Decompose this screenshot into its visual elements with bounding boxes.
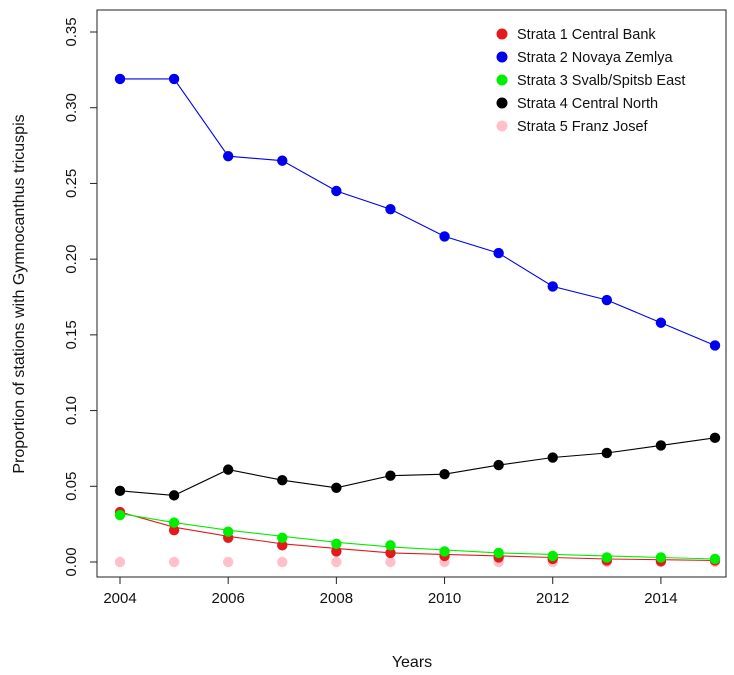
legend-label-4: Strata 4 Central North xyxy=(517,96,658,112)
data-point-series-3 xyxy=(331,538,342,550)
data-point-series-5 xyxy=(114,556,126,568)
data-point-series-2 xyxy=(222,150,234,162)
legend-label-5: Strata 5 Franz Josef xyxy=(517,119,649,135)
data-point-series-2 xyxy=(547,281,558,292)
data-point-series-3 xyxy=(439,546,450,557)
data-point-series-1 xyxy=(168,525,180,536)
data-point-series-4 xyxy=(709,432,721,444)
legend-marker-2 xyxy=(496,51,508,63)
x-tick-label: 2012 xyxy=(536,590,569,607)
data-point-series-1 xyxy=(277,540,288,551)
legend-label-1: Strata 1 Central Bank xyxy=(517,27,656,43)
data-point-series-2 xyxy=(277,155,288,166)
series-line-2 xyxy=(120,78,716,347)
legend-label-2: Strata 2 Novaya Zemlya xyxy=(517,50,673,66)
data-point-series-2 xyxy=(601,294,613,306)
legend-label-3: Strata 3 Svalb/Spitsb East xyxy=(517,73,685,89)
series-lines xyxy=(119,78,716,562)
data-point-series-2 xyxy=(168,73,180,85)
data-point-series-2 xyxy=(331,185,342,197)
legend: Strata 1 Central Bank Strata 2 Novaya Zem… xyxy=(496,27,685,135)
data-point-series-4 xyxy=(277,475,288,486)
data-point-series-4 xyxy=(168,490,180,501)
data-point-series-4 xyxy=(385,470,396,481)
data-point-series-2 xyxy=(114,73,126,85)
data-point-series-5 xyxy=(277,556,288,568)
data-point-series-3 xyxy=(493,547,504,559)
data-point-series-2 xyxy=(385,203,396,215)
y-tick-label: 0.20 xyxy=(63,245,80,274)
data-point-series-5 xyxy=(331,556,342,568)
y-axis-title: Proportion of stations with Gymnocanthus… xyxy=(11,114,28,473)
data-point-series-2 xyxy=(439,231,450,242)
x-tick-label: 2010 xyxy=(428,590,461,607)
data-point-series-4 xyxy=(331,482,342,493)
x-axis: 2004 2006 2008 2010 2012 2014 xyxy=(103,576,678,607)
y-tick-label: 0.00 xyxy=(63,547,80,576)
y-tick-label: 0.05 xyxy=(63,472,80,501)
y-tick-label: 0.35 xyxy=(63,17,80,46)
plot-area xyxy=(114,73,721,568)
data-point-series-4 xyxy=(439,468,450,480)
data-point-series-5 xyxy=(385,556,396,568)
data-point-series-4 xyxy=(655,440,667,451)
data-point-series-4 xyxy=(547,452,558,463)
legend-marker-1 xyxy=(496,28,508,40)
y-tick-label: 0.30 xyxy=(63,93,80,122)
legend-marker-4 xyxy=(496,97,508,109)
data-point-series-3 xyxy=(385,540,396,551)
data-point-series-4 xyxy=(493,459,504,471)
data-point-series-4 xyxy=(114,485,126,497)
data-point-series-3 xyxy=(601,552,613,563)
legend-marker-5 xyxy=(496,120,508,132)
data-point-series-2 xyxy=(493,247,504,259)
x-tick-label: 2008 xyxy=(320,590,353,607)
y-tick-label: 0.25 xyxy=(63,169,80,198)
legend-marker-3 xyxy=(496,74,508,86)
series-line-3 xyxy=(119,512,716,560)
series-line-4 xyxy=(119,437,716,496)
data-point-series-5 xyxy=(222,556,234,568)
series-points xyxy=(114,73,721,568)
x-tick-label: 2006 xyxy=(211,590,244,607)
data-point-series-3 xyxy=(277,532,288,543)
y-axis: 0.00 0.05 0.10 0.15 0.20 0.25 0.30 0.35 xyxy=(63,17,98,577)
x-axis-title: Years xyxy=(392,654,432,671)
data-point-series-2 xyxy=(655,317,667,328)
y-tick-label: 0.10 xyxy=(63,396,80,425)
data-point-series-3 xyxy=(547,550,558,562)
data-point-series-1 xyxy=(385,547,396,559)
data-point-series-3 xyxy=(222,526,234,537)
data-point-series-2 xyxy=(709,340,721,351)
x-tick-label: 2004 xyxy=(103,590,136,607)
data-point-series-4 xyxy=(222,464,234,475)
y-tick-label: 0.15 xyxy=(63,320,80,349)
data-point-series-3 xyxy=(114,509,126,521)
data-point-series-3 xyxy=(709,553,721,565)
data-point-series-5 xyxy=(168,556,180,568)
data-point-series-4 xyxy=(601,447,613,459)
x-tick-label: 2014 xyxy=(644,590,677,607)
data-point-series-1 xyxy=(331,546,342,557)
data-point-series-3 xyxy=(655,552,667,563)
series-line-1 xyxy=(119,511,716,562)
data-point-series-3 xyxy=(168,517,180,528)
